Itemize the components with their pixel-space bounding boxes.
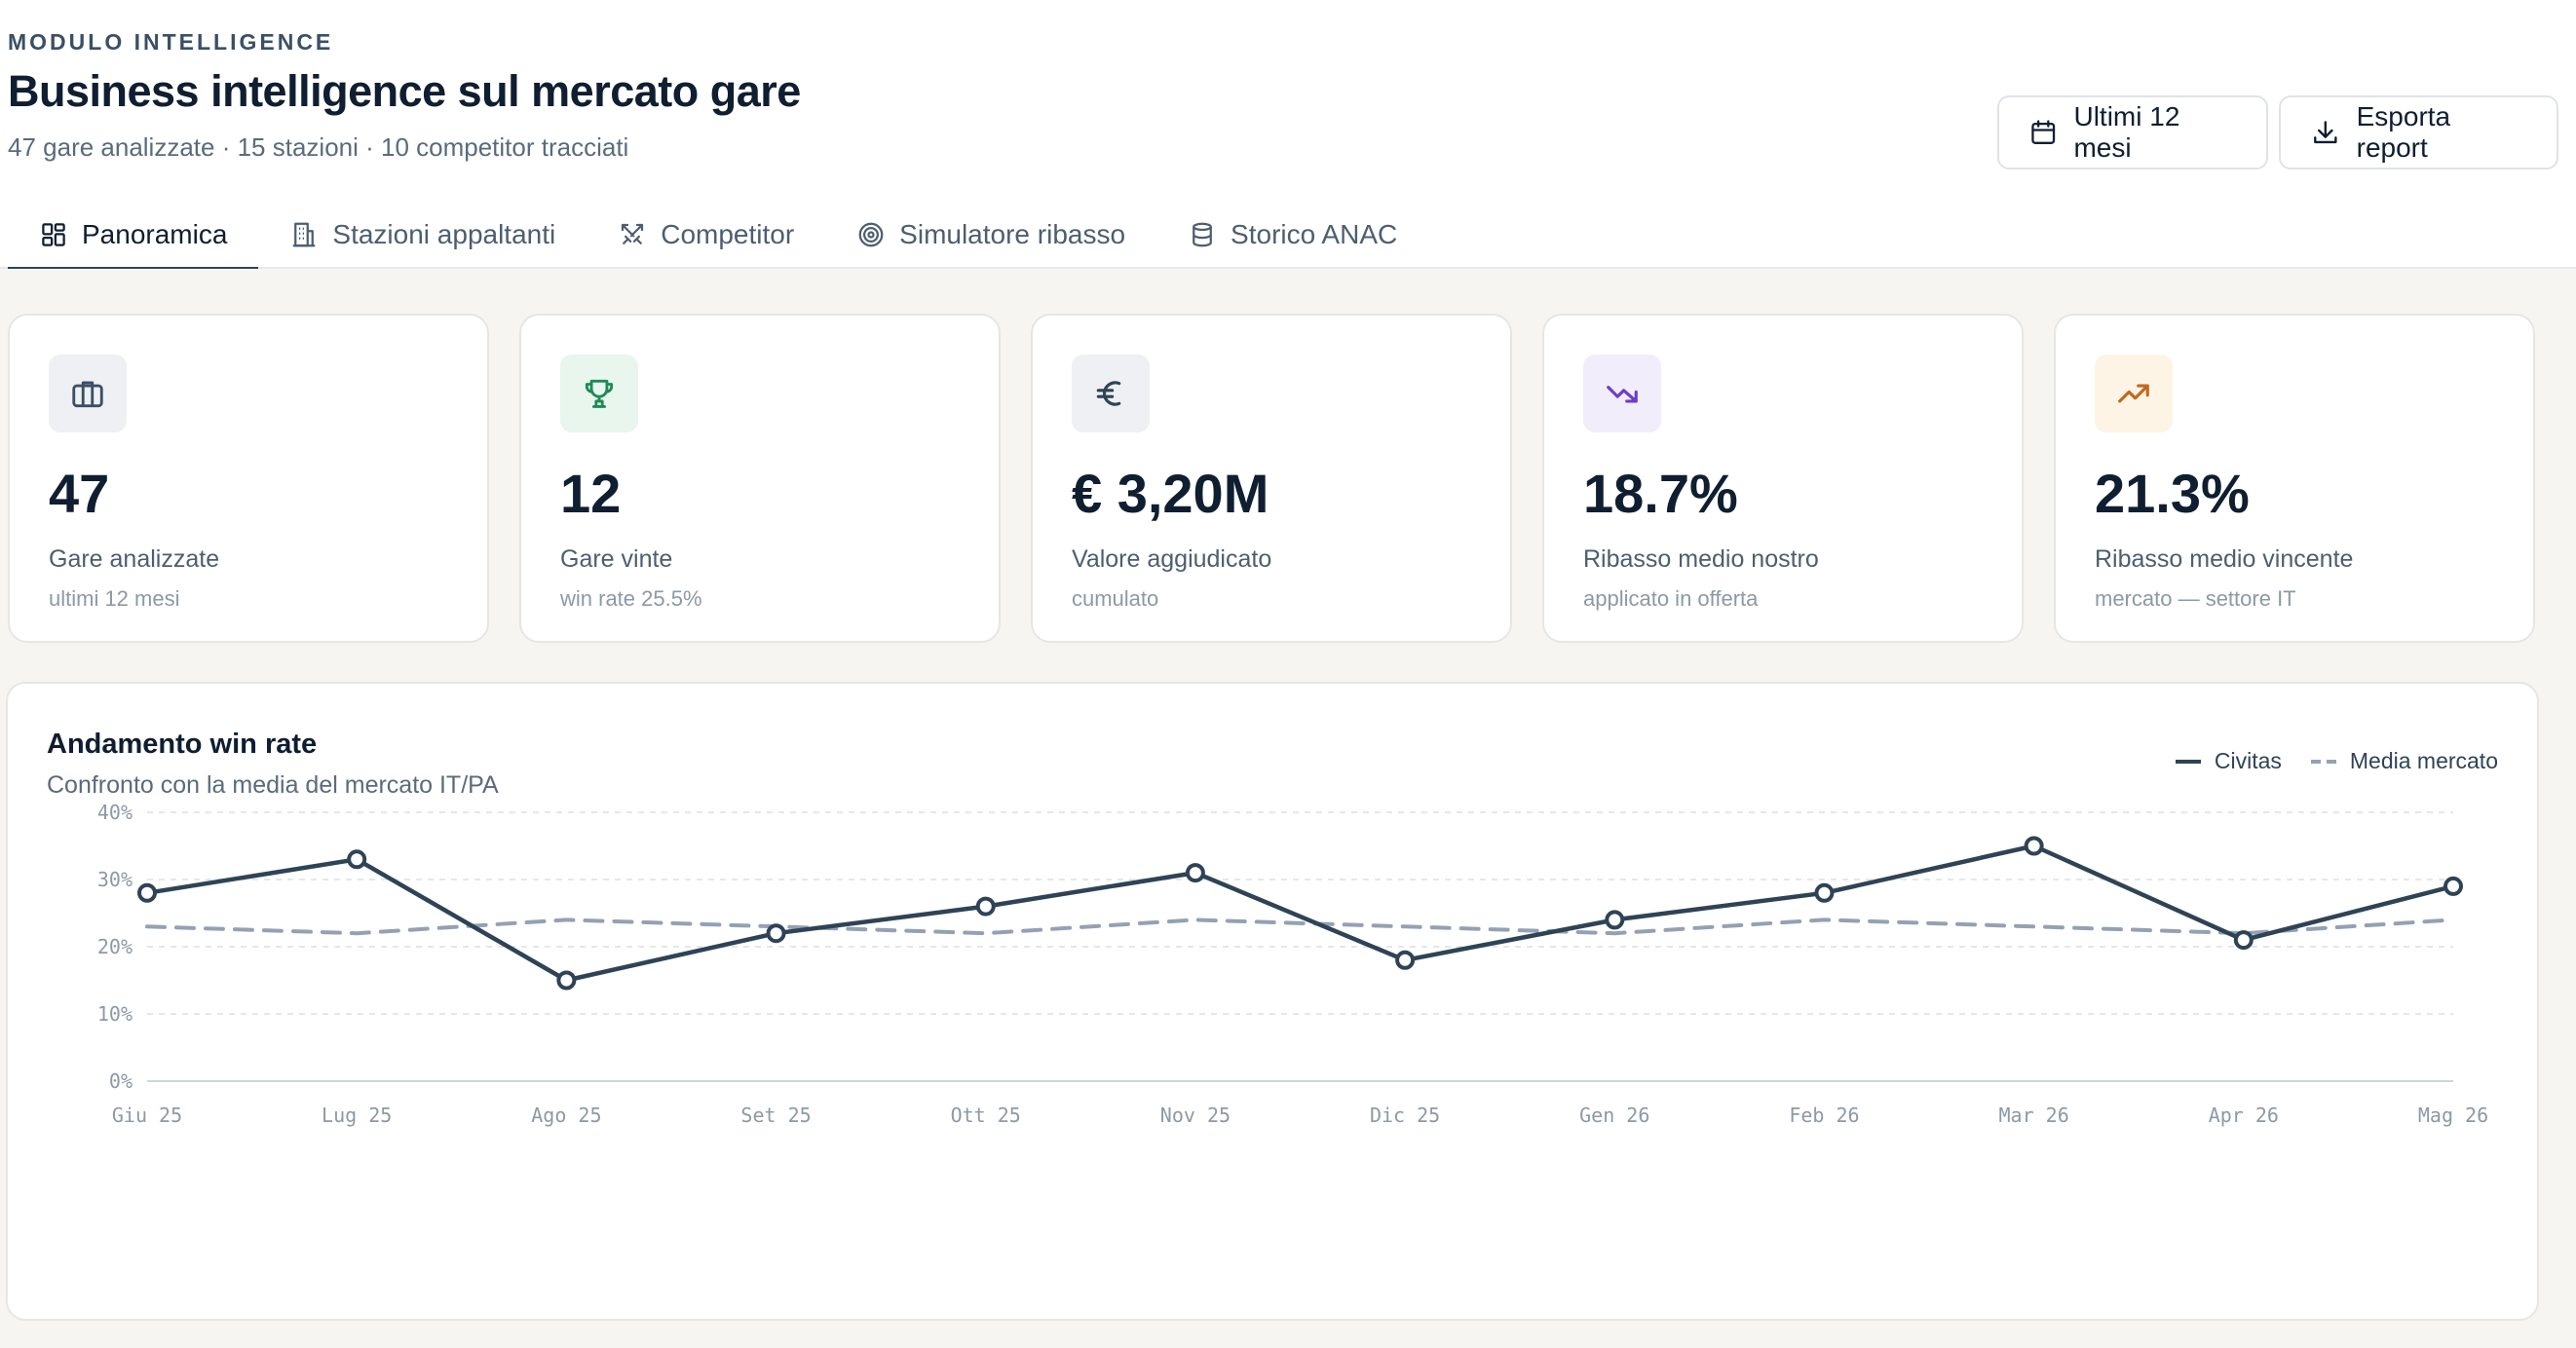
kpi-value: 18.7% bbox=[1583, 463, 1738, 524]
y-tick-label: 0% bbox=[109, 1069, 133, 1093]
y-tick-label: 10% bbox=[97, 1002, 133, 1026]
legend-swatch-dashed bbox=[2310, 759, 2336, 764]
legend-item-civitas: Civitas bbox=[2175, 748, 2282, 774]
legend-label: Media mercato bbox=[2349, 748, 2498, 773]
tab-bar: Panoramica Stazioni appaltanti Competito… bbox=[8, 201, 1428, 271]
tab-simulatore-ribasso[interactable]: Simulatore ribasso bbox=[825, 201, 1156, 269]
kpi-subtext: applicato in offerta bbox=[1583, 586, 1759, 611]
data-point bbox=[1814, 882, 1835, 903]
y-tick-label: 40% bbox=[97, 801, 133, 824]
tab-label: Competitor bbox=[661, 219, 795, 249]
data-point bbox=[1605, 910, 1625, 930]
euro-icon bbox=[1072, 355, 1150, 432]
download-icon bbox=[2314, 121, 2337, 144]
tab-label: Simulatore ribasso bbox=[899, 219, 1126, 249]
kpi-card-valore-aggiudicato: € 3,20M Valore aggiudicato cumulato bbox=[1031, 314, 1512, 643]
module-eyebrow: MODULO INTELLIGENCE bbox=[8, 29, 334, 55]
data-point bbox=[2024, 836, 2044, 856]
x-tick-label: Giu 25 bbox=[112, 1104, 182, 1127]
kpi-card-ribasso-vincente: 21.3% Ribasso medio vincente mercato — s… bbox=[2054, 314, 2535, 643]
x-tick-label: Feb 26 bbox=[1789, 1104, 1859, 1127]
chart-title: Andamento win rate bbox=[47, 729, 318, 760]
x-tick-label: Nov 25 bbox=[1160, 1104, 1231, 1127]
kpi-label: Gare analizzate bbox=[49, 545, 220, 573]
kpi-label: Valore aggiudicato bbox=[1072, 545, 1272, 573]
kpi-subtext: win rate 25.5% bbox=[560, 586, 702, 611]
x-tick-label: Ott 25 bbox=[951, 1104, 1021, 1127]
series-line-media-mercato bbox=[145, 917, 2455, 936]
tab-competitor[interactable]: Competitor bbox=[587, 201, 825, 269]
kpi-label: Ribasso medio vincente bbox=[2095, 545, 2354, 573]
y-tick-label: 30% bbox=[97, 868, 133, 891]
trophy-icon bbox=[560, 355, 638, 432]
data-point bbox=[1185, 863, 1205, 883]
y-tick-label: 20% bbox=[97, 935, 133, 958]
data-point bbox=[137, 882, 157, 903]
export-report-button[interactable]: Esporta report bbox=[2279, 95, 2558, 169]
tab-stazioni-appaltanti[interactable]: Stazioni appaltanti bbox=[258, 201, 587, 269]
legend-item-media-mercato: Media mercato bbox=[2310, 748, 2498, 774]
x-tick-label: Gen 26 bbox=[1579, 1104, 1649, 1127]
tab-label: Stazioni appaltanti bbox=[332, 219, 556, 249]
kpi-card-ribasso-nostro: 18.7% Ribasso medio nostro applicato in … bbox=[1542, 314, 2024, 643]
dashboard-content: 47 Gare analizzate ultimi 12 mesi 12 Gar… bbox=[0, 269, 2576, 1348]
export-report-label: Esporta report bbox=[2356, 101, 2451, 163]
kpi-label: Gare vinte bbox=[560, 545, 673, 573]
kpi-label: Ribasso medio nostro bbox=[1583, 545, 1819, 573]
kpi-value: 21.3% bbox=[2095, 463, 2250, 524]
chart-legend: Civitas Media mercato bbox=[2175, 748, 2498, 774]
data-point bbox=[556, 970, 577, 991]
kpi-subtext: cumulato bbox=[1072, 586, 1159, 611]
legend-swatch-solid bbox=[2175, 759, 2201, 764]
data-point bbox=[347, 849, 367, 870]
kpi-card-gare-vinte: 12 Gare vinte win rate 25.5% bbox=[519, 314, 1001, 643]
x-tick-label: Apr 26 bbox=[2209, 1104, 2279, 1127]
kpi-card-gare-analizzate: 47 Gare analizzate ultimi 12 mesi bbox=[8, 314, 489, 643]
page-subtitle: 47 gare analizzate · 15 stazioni · 10 co… bbox=[8, 132, 629, 162]
tab-label: Storico ANAC bbox=[1231, 219, 1398, 249]
kpi-value: 12 bbox=[560, 463, 622, 524]
x-tick-label: Set 25 bbox=[740, 1104, 811, 1127]
dashboard-grid-icon bbox=[42, 223, 65, 246]
data-point bbox=[2443, 876, 2463, 896]
trending-down-icon bbox=[1583, 355, 1661, 432]
kpi-subtext: mercato — settore IT bbox=[2095, 586, 2296, 611]
kpi-subtext: ultimi 12 mesi bbox=[49, 586, 180, 611]
page-title: Business intelligence sul mercato gare bbox=[8, 66, 801, 116]
tab-storico-anac[interactable]: Storico ANAC bbox=[1156, 201, 1428, 269]
legend-label: Civitas bbox=[2214, 748, 2282, 773]
data-point bbox=[2233, 930, 2254, 951]
target-icon bbox=[858, 222, 884, 247]
kpi-value: 47 bbox=[49, 463, 110, 524]
tab-panoramica[interactable]: Panoramica bbox=[8, 201, 259, 271]
page-header: MODULO INTELLIGENCE Business intelligenc… bbox=[0, 0, 2576, 271]
swords-icon bbox=[622, 223, 644, 244]
data-point bbox=[766, 923, 786, 944]
building-icon bbox=[293, 222, 316, 247]
win-rate-chart-card: 0% 10% 20% 30% 40% Giu 25 Lug 25 Ago 25 Set 25 Ot… bbox=[6, 682, 2539, 1321]
period-select-button[interactable]: Ultimi 12 mesi bbox=[1997, 95, 2268, 169]
series-line-civitas bbox=[144, 843, 2456, 983]
x-tick-label: Lug 25 bbox=[322, 1104, 392, 1127]
calendar-icon bbox=[2031, 120, 2056, 144]
period-select-label: Ultimi 12 mesi bbox=[2073, 101, 2180, 163]
kpi-value: € 3,20M bbox=[1072, 463, 1269, 524]
x-tick-label: Mar 26 bbox=[1999, 1104, 2069, 1127]
x-tick-label: Dic 25 bbox=[1370, 1104, 1440, 1127]
x-tick-label: Mag 26 bbox=[2418, 1104, 2488, 1127]
briefcase-icon bbox=[49, 355, 127, 432]
data-point bbox=[1395, 950, 1416, 970]
database-icon bbox=[1193, 222, 1212, 247]
x-tick-label: Ago 25 bbox=[531, 1104, 601, 1127]
tab-label: Panoramica bbox=[82, 219, 228, 249]
win-rate-chart: 0% 10% 20% 30% 40% Giu 25 Lug 25 Ago 25 Set 25 Ot… bbox=[97, 801, 2488, 1127]
chart-subtitle: Confronto con la media del mercato IT/PA bbox=[47, 771, 499, 799]
data-point bbox=[975, 896, 996, 917]
trending-up-icon bbox=[2095, 355, 2173, 432]
